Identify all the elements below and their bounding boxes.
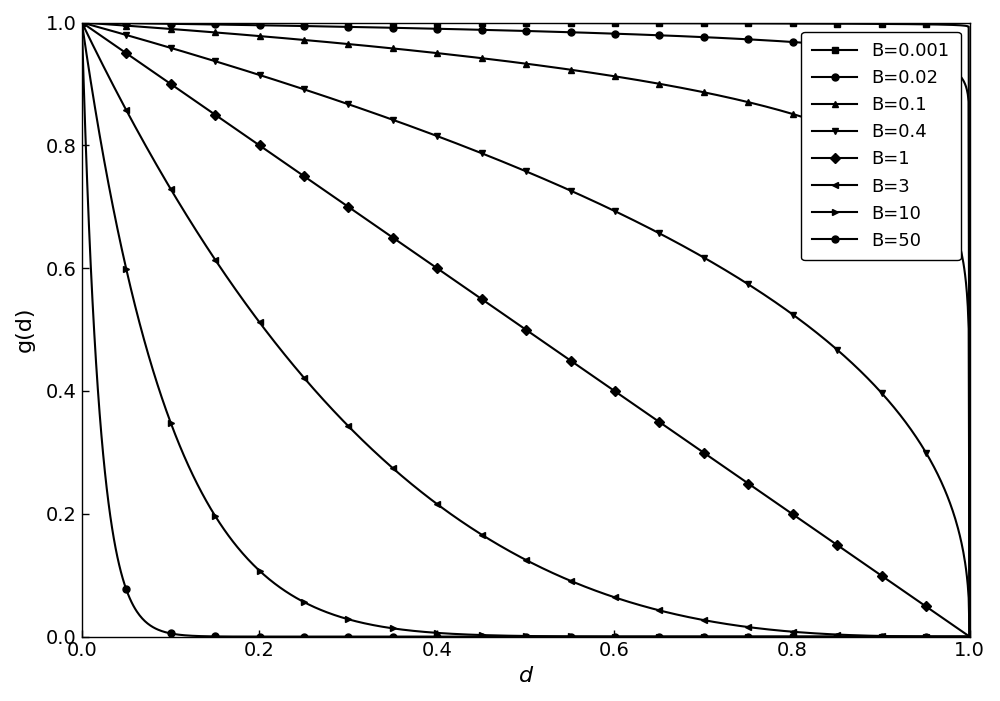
B=50 (467, 632, 479, 641)
B=0.4 (964, 632, 976, 641)
B=0.4 (76, 18, 88, 27)
B=0.1 (784, 109, 796, 118)
B=10 (467, 630, 479, 639)
B=1 (964, 632, 976, 641)
Legend: B=0.001, B=0.02, B=0.1, B=0.4, B=1, B=3, B=10, B=50: B=0.001, B=0.02, B=0.1, B=0.4, B=1, B=3,… (801, 32, 961, 260)
B=10 (685, 632, 697, 641)
B=0.001 (964, 632, 976, 641)
B=10 (784, 632, 796, 641)
Line: B=10: B=10 (78, 19, 973, 640)
B=50 (435, 632, 447, 641)
B=0.001 (467, 19, 479, 27)
B=0.001 (435, 19, 447, 27)
B=10 (964, 632, 976, 641)
B=1 (166, 81, 178, 90)
B=50 (166, 629, 178, 638)
B=10 (166, 423, 178, 432)
B=1 (685, 440, 697, 449)
B=0.02 (435, 25, 447, 33)
B=1 (435, 266, 447, 275)
B=0.4 (435, 133, 447, 142)
B=0.02 (964, 632, 976, 641)
Line: B=3: B=3 (78, 19, 973, 640)
Line: B=0.4: B=0.4 (78, 19, 973, 640)
B=0.001 (76, 18, 88, 27)
B=0.001 (685, 19, 697, 27)
B=0.02 (467, 25, 479, 34)
B=0.02 (768, 36, 780, 45)
B=0.1 (768, 104, 780, 113)
B=0.4 (784, 308, 796, 317)
B=10 (435, 629, 447, 637)
B=3 (685, 613, 697, 622)
B=0.02 (76, 18, 88, 27)
B=50 (685, 632, 697, 641)
B=3 (768, 626, 780, 634)
Line: B=0.001: B=0.001 (78, 19, 973, 640)
B=1 (784, 508, 796, 517)
B=0.001 (784, 19, 796, 27)
B=0.4 (768, 297, 780, 306)
B=3 (964, 632, 976, 641)
B=0.1 (467, 53, 479, 62)
Line: B=0.02: B=0.02 (78, 19, 973, 640)
B=3 (166, 188, 178, 196)
B=3 (435, 503, 447, 511)
B=1 (768, 497, 780, 505)
B=10 (768, 632, 780, 641)
B=0.4 (685, 246, 697, 254)
B=3 (76, 18, 88, 27)
B=50 (768, 632, 780, 641)
B=3 (784, 627, 796, 636)
B=50 (76, 18, 88, 27)
X-axis label: $d$: $d$ (518, 666, 534, 686)
B=0.001 (166, 18, 178, 27)
B=0.1 (964, 632, 976, 641)
Y-axis label: g(d): g(d) (15, 307, 35, 353)
B=3 (467, 525, 479, 533)
B=1 (467, 289, 479, 297)
B=50 (964, 632, 976, 641)
B=1 (76, 18, 88, 27)
B=0.1 (435, 49, 447, 57)
B=50 (784, 632, 796, 641)
B=0.02 (685, 32, 697, 41)
Line: B=0.1: B=0.1 (78, 19, 973, 640)
B=0.02 (784, 38, 796, 46)
B=0.1 (76, 18, 88, 27)
B=0.001 (768, 19, 780, 27)
B=0.1 (685, 86, 697, 94)
B=0.4 (467, 146, 479, 154)
B=0.4 (166, 44, 178, 53)
B=0.1 (166, 25, 178, 33)
B=10 (76, 18, 88, 27)
B=0.02 (166, 20, 178, 28)
Line: B=1: B=1 (78, 19, 973, 640)
Line: B=50: B=50 (78, 19, 973, 640)
